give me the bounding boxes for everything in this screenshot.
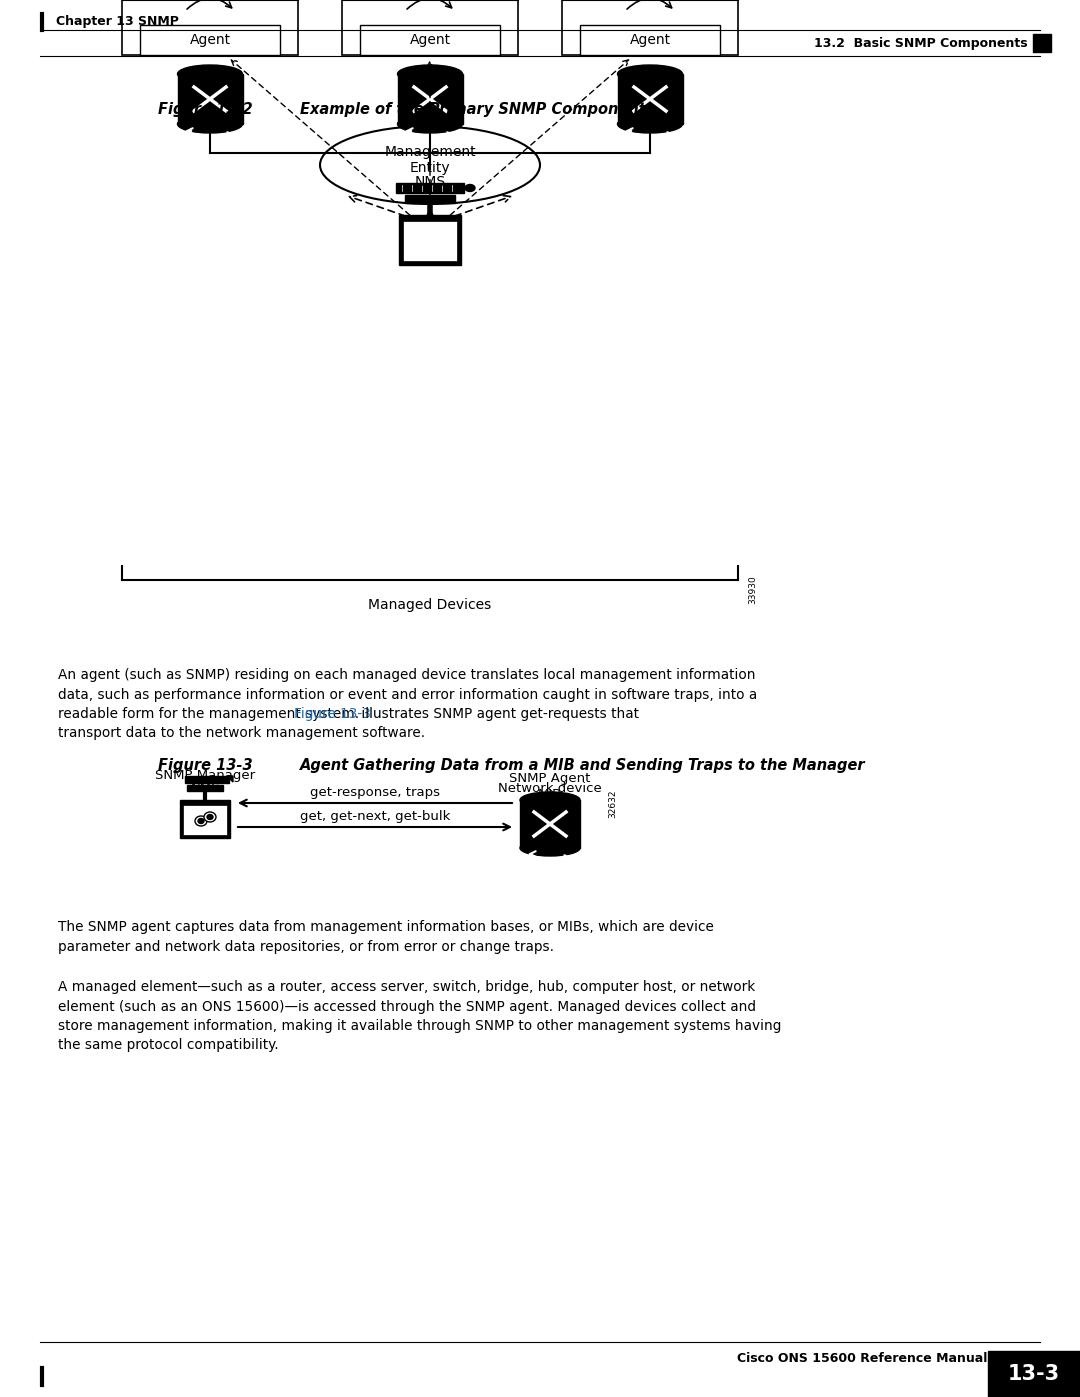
Ellipse shape [195, 816, 207, 826]
Text: the same protocol compatibility.: the same protocol compatibility. [58, 1038, 279, 1052]
Text: A managed element—such as a router, access server, switch, bridge, hub, computer: A managed element—such as a router, acce… [58, 981, 755, 995]
Bar [580, 25, 720, 54]
Bar [618, 74, 683, 124]
Text: transport data to the network management software.: transport data to the network management… [58, 726, 426, 740]
Polygon shape [227, 775, 233, 782]
Bar [178, 74, 243, 124]
Bar [140, 25, 280, 54]
Text: Example of the Primary SNMP Components: Example of the Primary SNMP Components [300, 102, 654, 117]
Bar [988, 1351, 1080, 1397]
Text: 13-3: 13-3 [1008, 1363, 1061, 1384]
Text: 13.2  Basic SNMP Components: 13.2 Basic SNMP Components [814, 36, 1028, 49]
Bar [519, 800, 580, 848]
Bar [403, 221, 457, 261]
Ellipse shape [618, 66, 683, 82]
Ellipse shape [618, 115, 683, 133]
Text: 32632: 32632 [608, 789, 617, 817]
Text: Management
Entity: Management Entity [384, 145, 476, 175]
Bar [1032, 34, 1051, 52]
Ellipse shape [198, 819, 204, 823]
Text: NMS: NMS [415, 175, 446, 189]
Text: illustrates SNMP agent get-requests that: illustrates SNMP agent get-requests that [357, 707, 639, 721]
Ellipse shape [519, 792, 580, 807]
Text: get, get-next, get-bulk: get, get-next, get-bulk [300, 810, 450, 823]
Bar [399, 215, 461, 265]
Text: SNMP Agent: SNMP Agent [510, 773, 591, 785]
Text: data, such as performance information or event and error information caught in s: data, such as performance information or… [58, 687, 757, 701]
Bar [360, 25, 500, 54]
Bar [180, 800, 230, 838]
Ellipse shape [465, 184, 475, 191]
Text: store management information, making it available through SNMP to other manageme: store management information, making it … [58, 1018, 781, 1032]
Text: NMS: NMS [190, 782, 219, 795]
Text: The SNMP agent captures data from management information bases, or MIBs, which a: The SNMP agent captures data from manage… [58, 921, 714, 935]
Text: Figure 13-3: Figure 13-3 [158, 759, 253, 773]
Ellipse shape [397, 66, 462, 82]
Bar [405, 196, 455, 203]
Text: SNMP Manager: SNMP Manager [154, 768, 255, 782]
Text: readable form for the management system.: readable form for the management system. [58, 707, 364, 721]
Text: Agent: Agent [409, 34, 450, 47]
Bar [187, 785, 222, 791]
Text: Cisco ONS 15600 Reference Manual, R7.2: Cisco ONS 15600 Reference Manual, R7.2 [737, 1352, 1028, 1365]
Bar [122, 0, 298, 54]
Bar [396, 183, 464, 193]
Text: An agent (such as SNMP) residing on each managed device translates local managem: An agent (such as SNMP) residing on each… [58, 668, 756, 682]
Text: element (such as an ONS 15600)—is accessed through the SNMP agent. Managed devic: element (such as an ONS 15600)—is access… [58, 999, 756, 1013]
Ellipse shape [207, 814, 213, 820]
Ellipse shape [519, 840, 580, 856]
Text: Figure 13-2: Figure 13-2 [158, 102, 253, 117]
Text: get-response, traps: get-response, traps [310, 787, 440, 799]
Text: parameter and network data repositories, or from error or change traps.: parameter and network data repositories,… [58, 940, 554, 954]
Text: Managed Devices: Managed Devices [368, 598, 491, 612]
Text: 33930: 33930 [748, 576, 757, 604]
Ellipse shape [397, 115, 462, 133]
Bar [562, 0, 738, 54]
Bar [342, 0, 518, 54]
Text: Agent: Agent [189, 34, 230, 47]
Bar [185, 775, 229, 782]
Text: MIB: MIB [538, 788, 562, 800]
Bar [183, 805, 227, 835]
Text: Chapter 13 SNMP: Chapter 13 SNMP [56, 15, 179, 28]
Text: Figure 13-3: Figure 13-3 [294, 707, 370, 721]
Ellipse shape [177, 115, 243, 133]
Text: Agent: Agent [630, 34, 671, 47]
Bar [399, 74, 463, 124]
Ellipse shape [177, 66, 243, 82]
Ellipse shape [204, 812, 216, 821]
Text: Agent Gathering Data from a MIB and Sending Traps to the Manager: Agent Gathering Data from a MIB and Send… [300, 759, 866, 773]
Text: Network device: Network device [498, 782, 602, 795]
